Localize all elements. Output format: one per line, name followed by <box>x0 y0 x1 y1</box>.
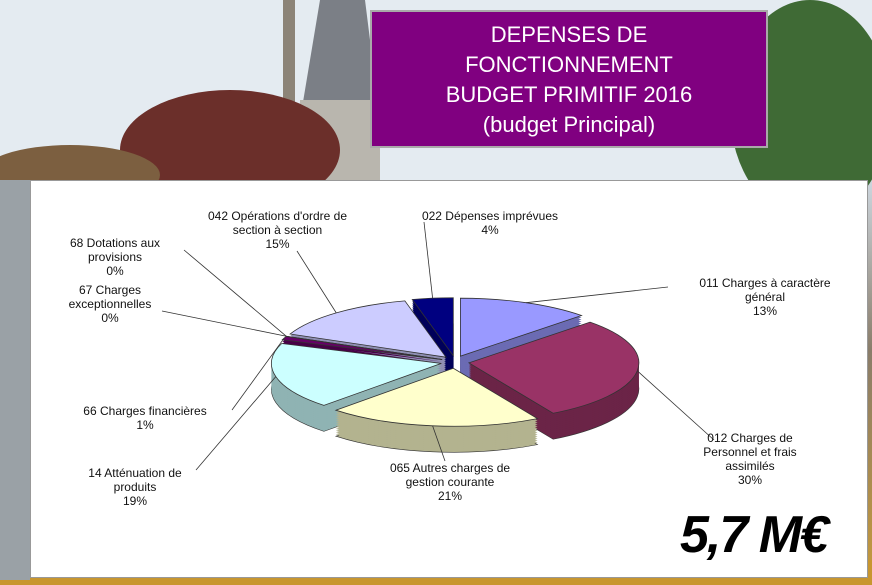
leader-line <box>195 376 277 471</box>
slice-name: 67 Charges exceptionnelles <box>68 283 152 311</box>
slice <box>334 367 539 427</box>
leader-line <box>423 221 434 299</box>
leader-line <box>161 310 287 337</box>
slice-label: 065 Autres charges de gestion courante 21… <box>375 461 525 503</box>
slice-value: 13% <box>752 304 778 318</box>
slice-name: 011 Charges à caractère général <box>699 276 831 304</box>
slice-label: 042 Opérations d'ordre de section à sect… <box>190 209 365 251</box>
slice <box>289 300 447 358</box>
slice-name: 065 Autres charges de gestion courante <box>389 461 511 489</box>
slice-value: 19% <box>122 494 148 508</box>
title: DEPENSES DE FONCTIONNEMENT BUDGET PRIMIT… <box>445 22 693 107</box>
slice-label: 67 Charges exceptionnelles 0% <box>55 283 165 325</box>
slice-value: 30% <box>737 473 763 487</box>
slice-name: 012 Charges de Personnel et frais assimi… <box>703 431 797 473</box>
slice-name: 66 Charges financières <box>83 404 207 418</box>
slice <box>411 297 454 357</box>
slice-label: 022 Dépenses imprévues 4% <box>410 209 570 237</box>
leader-line <box>526 286 669 304</box>
slice-label: 012 Charges de Personnel et frais assimi… <box>680 431 820 487</box>
slice-value: 21% <box>437 489 463 503</box>
leader-line <box>637 370 715 441</box>
slice-value: 1% <box>136 418 154 432</box>
leader-line <box>432 425 446 462</box>
slice-label: 68 Dotations aux provisions 0% <box>60 236 170 278</box>
total-annotation: 5,7 M€ <box>680 506 829 564</box>
slice-name: 022 Dépenses imprévues <box>421 209 559 223</box>
slice-value: 4% <box>481 223 499 237</box>
leader-line <box>296 250 337 314</box>
slice-value: 0% <box>101 311 119 325</box>
slice-label: 011 Charges à caractère général 13% <box>690 276 840 318</box>
slice-label: 66 Charges financières 1% <box>60 404 230 432</box>
slice-value: 0% <box>106 264 124 278</box>
slice-label: 14 Atténuation de produits 19% <box>75 466 195 508</box>
slice-name: 042 Opérations d'ordre de section à sect… <box>207 209 348 237</box>
slice-value: 15% <box>265 237 290 251</box>
slice <box>460 297 583 357</box>
title-box: DEPENSES DE FONCTIONNEMENT BUDGET PRIMIT… <box>370 10 768 148</box>
slice-name: 68 Dotations aux provisions <box>69 236 161 264</box>
leader-line <box>231 337 285 411</box>
subtitle: (budget Principal) <box>482 112 656 137</box>
leader-line <box>183 249 287 337</box>
slice-name: 14 Atténuation de produits <box>88 466 182 494</box>
slice <box>467 321 640 414</box>
